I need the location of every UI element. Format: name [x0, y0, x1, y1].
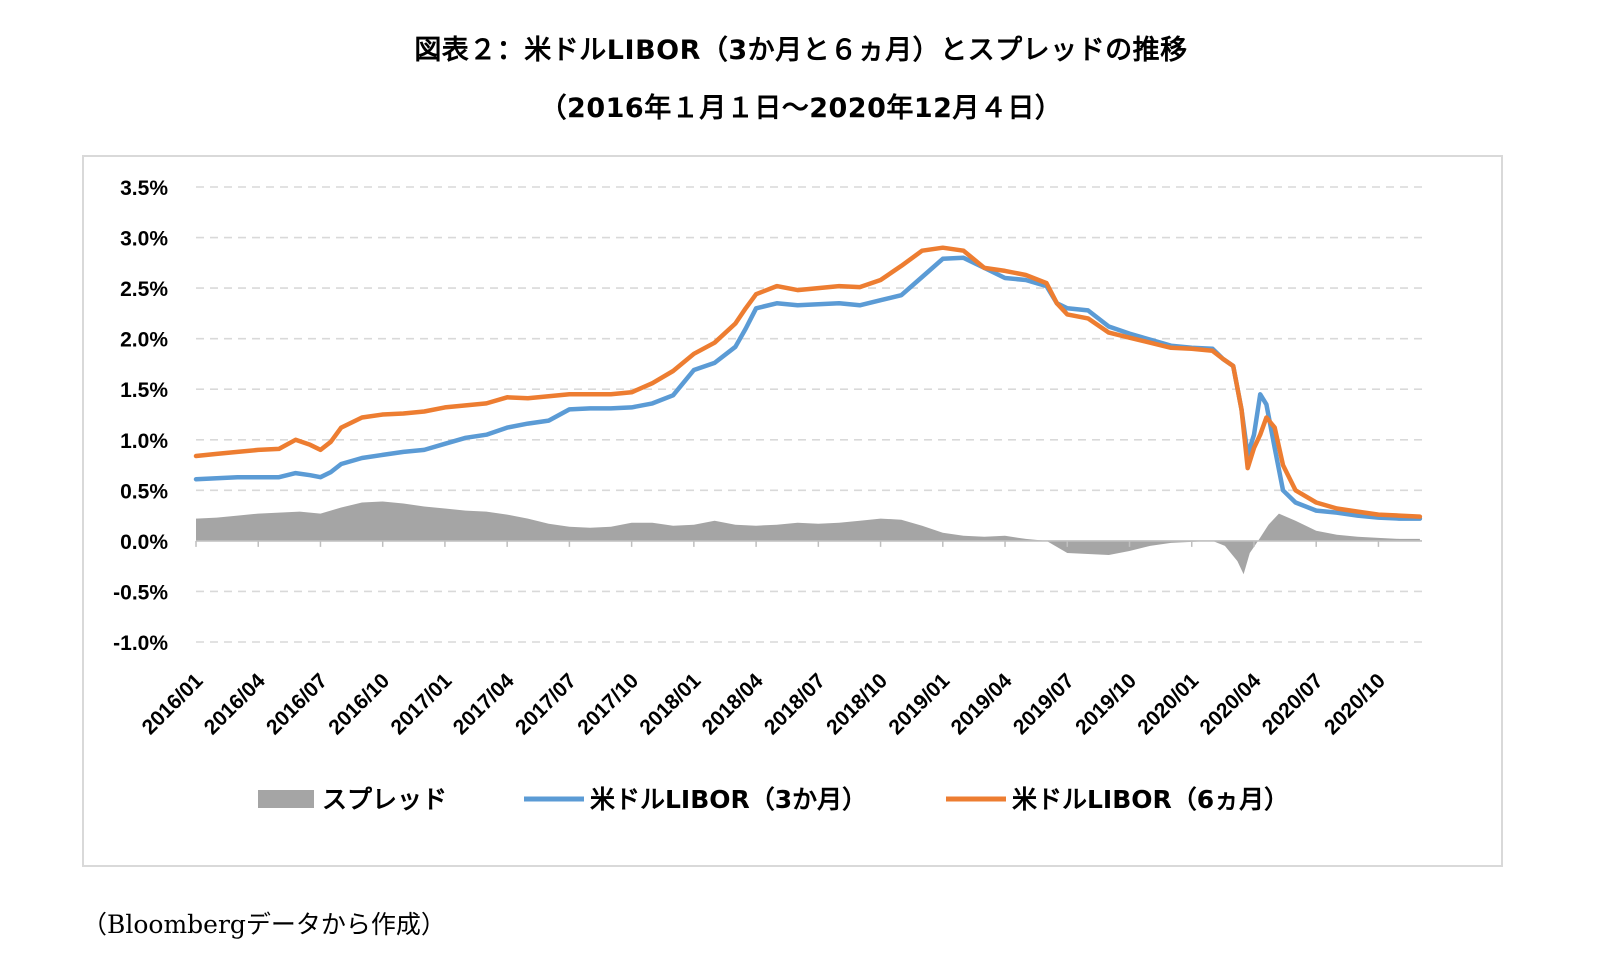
- y-tick-label: -1.0%: [113, 632, 168, 655]
- y-tick-label: 0.5%: [120, 480, 168, 503]
- y-tick-label: 2.5%: [120, 278, 168, 301]
- x-tick-label: 2020/10: [1320, 669, 1390, 739]
- x-tick-label: 2019/10: [1071, 669, 1141, 739]
- x-tick-label: 2017/07: [511, 669, 581, 739]
- legend-libor-6m-label: 米ドルLIBOR（6ヵ月）: [1012, 785, 1289, 814]
- x-tick-label: 2018/01: [635, 669, 705, 739]
- x-tick-label: 2020/01: [1133, 669, 1203, 739]
- x-tick-label: 2017/10: [573, 669, 643, 739]
- x-tick-label: 2020/07: [1258, 669, 1328, 739]
- x-tick-label: 2018/10: [822, 669, 892, 739]
- x-tick-label: 2019/01: [884, 669, 954, 739]
- y-tick-label: 3.5%: [120, 177, 168, 200]
- y-tick-label: 2.0%: [120, 329, 168, 352]
- x-tick-label: 2016/04: [200, 669, 270, 739]
- chart-svg: 3.5% 3.0% 2.5% 2.0% 1.5% 1.0% 0.5% 0.0% -0.5% -1.…: [113, 177, 1423, 814]
- chart-frame: 3.5% 3.0% 2.5% 2.0% 1.5% 1.0% 0.5% 0.0% -0.5% -1.…: [82, 155, 1503, 867]
- x-tick-label: 2018/04: [698, 669, 768, 739]
- y-tick-label: 3.0%: [120, 228, 168, 251]
- x-tick-label: 2017/01: [387, 669, 457, 739]
- x-tick-label: 2018/07: [760, 669, 830, 739]
- x-tick-label: 2017/04: [449, 669, 519, 739]
- chart-subtitle: （2016年１月１日～2020年12月４日）: [539, 93, 1063, 124]
- y-tick-label: 1.0%: [120, 430, 168, 453]
- source-note: （Bloombergデータから作成）: [82, 910, 446, 939]
- x-tick-label: 2019/04: [947, 669, 1017, 739]
- series-line-libor-3m: [193, 255, 1423, 521]
- x-tick-label: 2020/04: [1196, 669, 1266, 739]
- y-tick-label: -0.5%: [113, 581, 168, 604]
- legend-libor-3m-label: 米ドルLIBOR（3か月）: [590, 785, 867, 814]
- x-tick-label: 2019/07: [1009, 669, 1079, 739]
- series-line-libor-6m: [193, 245, 1423, 519]
- x-tick-label: 2016/01: [138, 669, 208, 739]
- y-tick-label: 0.0%: [120, 531, 168, 554]
- chart-title: 図表２：米ドルLIBOR（3か月と６ヵ月）とスプレッドの推移: [414, 35, 1188, 66]
- x-tick-label: 2016/10: [324, 669, 394, 739]
- x-tick-label: 2016/07: [262, 669, 332, 739]
- legend-spread-label: スプレッド: [322, 785, 447, 814]
- legend-spread-swatch: [258, 790, 314, 808]
- y-tick-label: 1.5%: [120, 379, 168, 402]
- series-area-spread: [196, 501, 1420, 575]
